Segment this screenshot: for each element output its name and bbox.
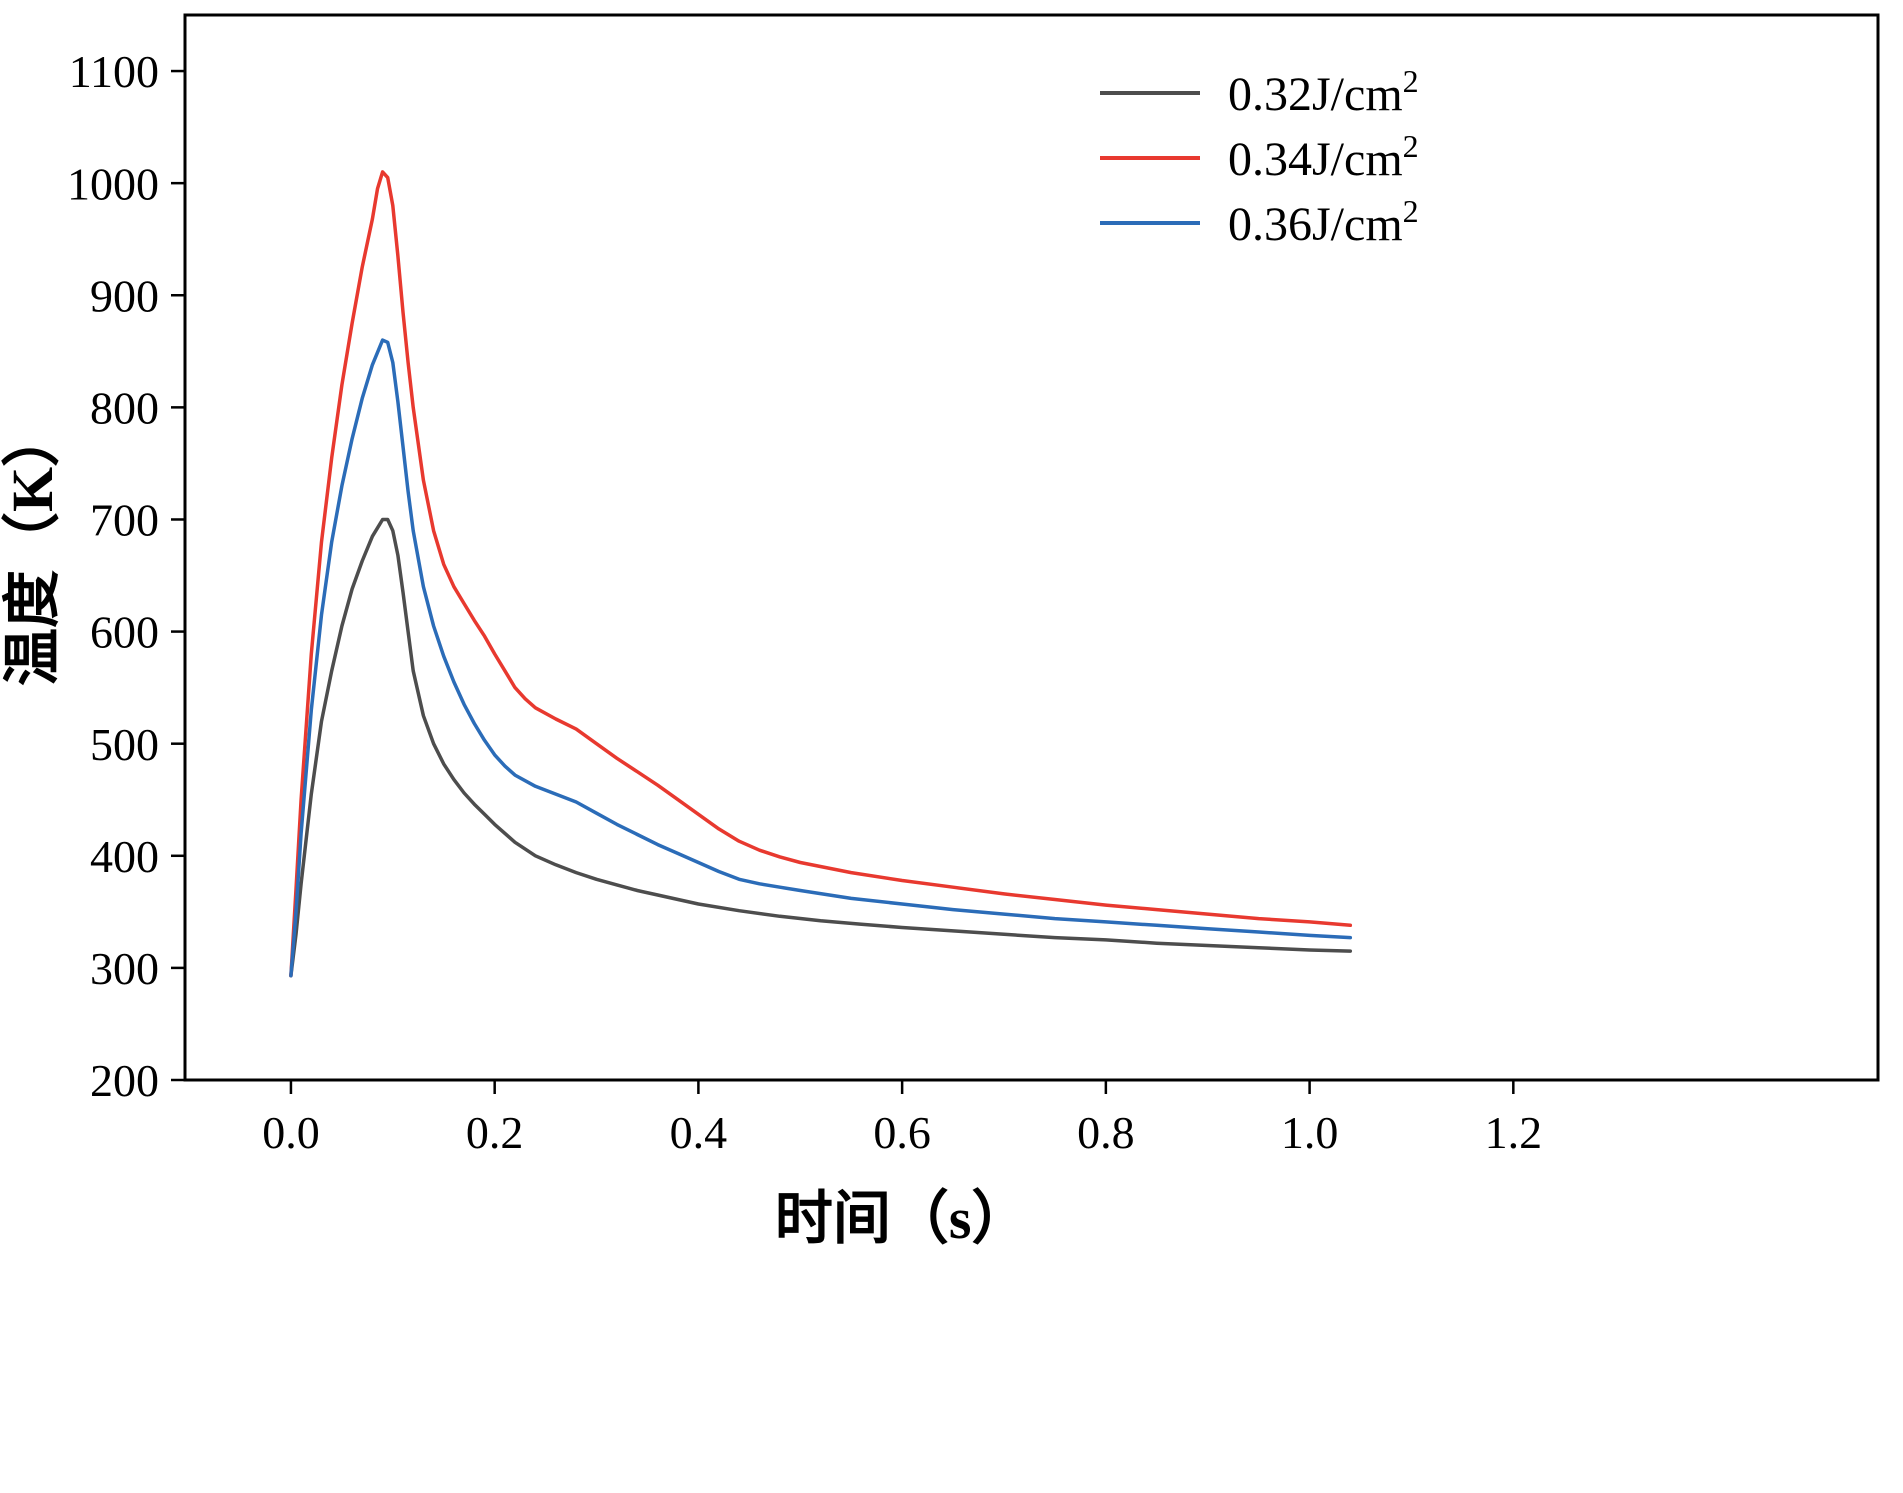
y-axis-tick-label: 900 xyxy=(90,270,159,321)
y-axis-tick-label: 1100 xyxy=(69,46,159,97)
y-axis-tick-label: 700 xyxy=(90,495,159,546)
series-line-0.32J/cm xyxy=(289,517,1353,978)
legend-label-0.34J/cm: 0.34J/cm2 xyxy=(1228,128,1419,186)
y-axis-tick-label: 200 xyxy=(90,1055,159,1106)
x-axis-tick-label: 0.2 xyxy=(466,1107,524,1158)
y-axis-tick-label: 500 xyxy=(90,719,159,770)
x-axis-title: 时间（s） xyxy=(775,1186,1030,1251)
y-axis-tick-label: 300 xyxy=(90,943,159,994)
y-axis-tick-label: 400 xyxy=(90,831,159,882)
y-axis-tick-label: 800 xyxy=(90,382,159,433)
x-axis-tick-label: 0.6 xyxy=(873,1107,931,1158)
y-axis-tick-label: 1000 xyxy=(67,158,159,209)
x-axis-tick-label: 0.4 xyxy=(670,1107,728,1158)
x-axis-tick-label: 1.2 xyxy=(1485,1107,1543,1158)
legend-label-0.32J/cm: 0.32J/cm2 xyxy=(1228,63,1419,121)
y-axis-title: 温度（K） xyxy=(0,409,65,686)
x-axis-tick-label: 1.0 xyxy=(1281,1107,1339,1158)
series-line-0.36J/cm xyxy=(289,338,1353,978)
legend-label-0.36J/cm: 0.36J/cm2 xyxy=(1228,193,1419,251)
y-axis-tick-label: 600 xyxy=(90,607,159,658)
x-axis-tick-label: 0.0 xyxy=(262,1107,320,1158)
plot-border xyxy=(183,13,1880,1082)
series-line-0.34J/cm xyxy=(289,170,1353,978)
x-axis-tick-label: 0.8 xyxy=(1077,1107,1135,1158)
